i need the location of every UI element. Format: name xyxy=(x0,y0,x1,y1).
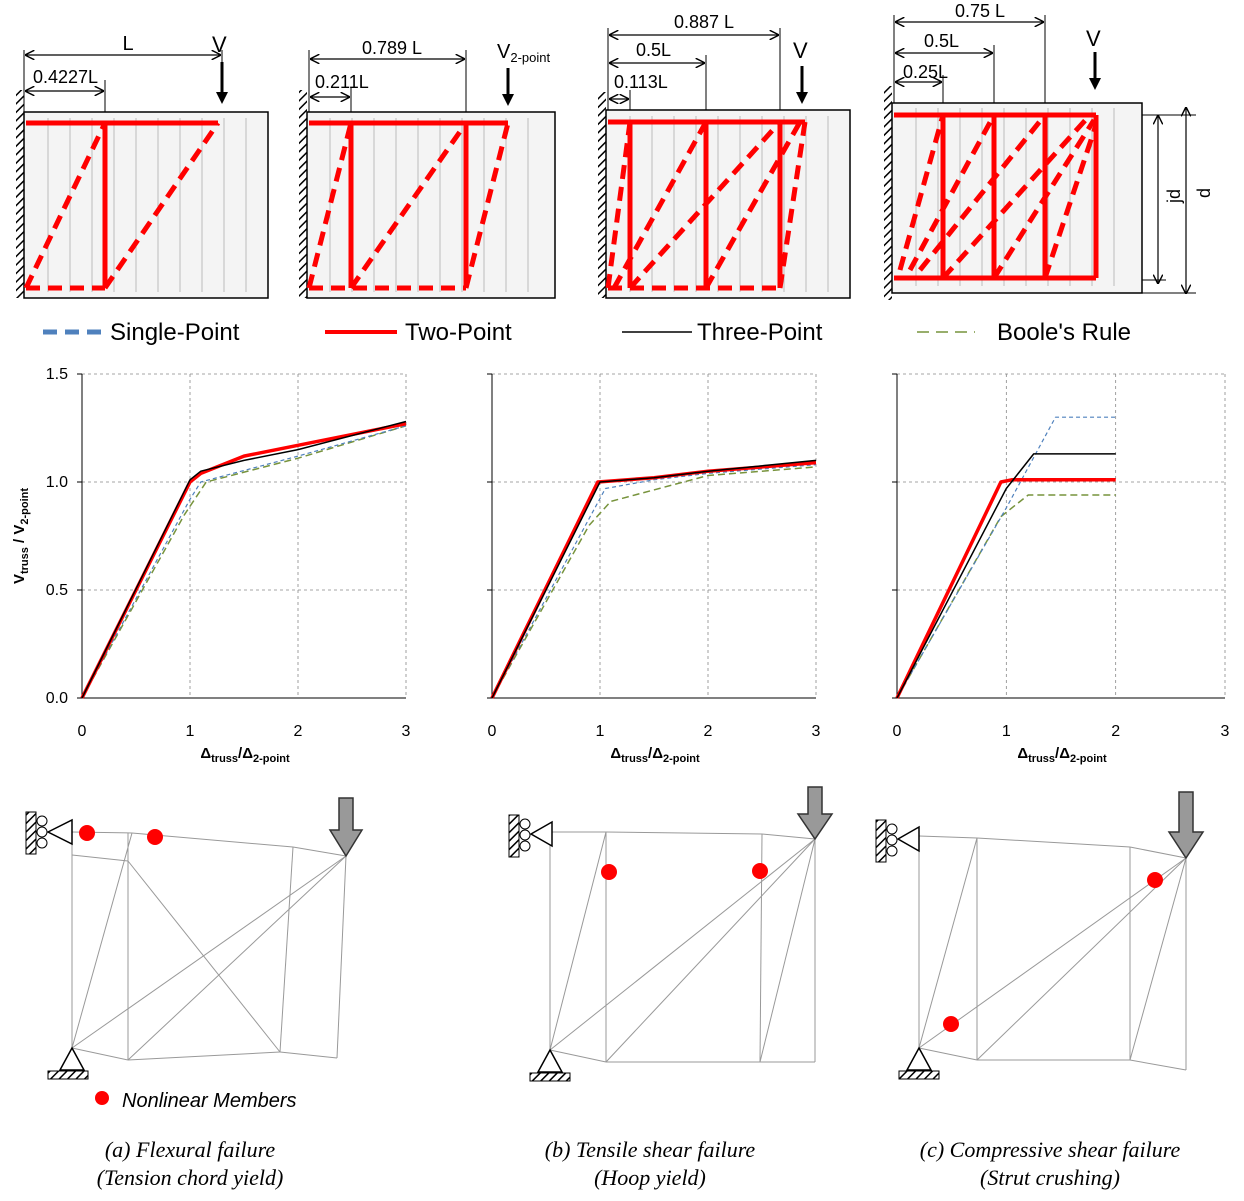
dim-label: 0.5L xyxy=(924,31,959,51)
dim-label: L xyxy=(122,33,133,55)
y-tick-label: 0.5 xyxy=(46,582,68,599)
fixed-support xyxy=(299,90,307,298)
dim-label: 0.25L xyxy=(903,62,948,82)
legend-label: Single-Point xyxy=(110,319,240,346)
series-line-single-point xyxy=(896,416,1116,699)
series-line-two-point xyxy=(490,460,817,699)
series-line-three-point xyxy=(896,453,1116,699)
y-tick-label: 0.0 xyxy=(46,690,68,707)
beam-diagram-2: 0.789 L 0.211L V2-point xyxy=(299,38,556,299)
caption-b-line1: (b) Tensile shear failure xyxy=(545,1137,756,1162)
chart-b: 0 1 2 3 xyxy=(487,373,821,740)
truss-model xyxy=(894,112,1099,281)
roller-support-icon xyxy=(25,811,920,863)
truss-model-a xyxy=(71,831,347,1061)
x-tick-label: 2 xyxy=(294,723,303,740)
truss-model-c xyxy=(918,835,1187,1071)
caption-b-line2: (Hoop yield) xyxy=(594,1165,706,1190)
d-label: d xyxy=(1194,188,1214,198)
dim-label: 0.113L xyxy=(614,72,668,92)
nonlinear-member-markers xyxy=(79,825,1163,1032)
truss-model xyxy=(306,120,511,291)
x-tick-label: 3 xyxy=(812,723,821,740)
load-label: V2-point xyxy=(497,41,550,65)
y-axis-label: Vtruss / V2-point xyxy=(11,488,31,584)
legend: Single-Point Two-Point Three-Point Boole… xyxy=(43,319,1131,346)
nonlinear-legend-label: Nonlinear Members xyxy=(122,1090,297,1112)
x-tick-label: 3 xyxy=(402,723,411,740)
series-line-three-point xyxy=(491,459,817,699)
x-tick-label: 3 xyxy=(1221,723,1230,740)
jd-label: jd xyxy=(1164,189,1184,204)
x-tick-label: 1 xyxy=(596,723,605,740)
x-tick-label: 1 xyxy=(186,723,195,740)
legend-label: Three-Point xyxy=(697,319,823,346)
series-line-single-point xyxy=(81,425,407,699)
dim-label: 0.789 L xyxy=(362,38,422,58)
series-line-boole-s-rule xyxy=(896,494,1116,699)
dim-label: 0.5L xyxy=(636,40,671,60)
truss-model xyxy=(23,120,221,291)
beam-diagram-1: L 0.4227L V xyxy=(16,32,269,299)
beam-body xyxy=(23,111,269,299)
series-line-single-point xyxy=(491,464,817,699)
beam-body xyxy=(891,102,1143,294)
x-axis-label: Δtruss/Δ2-point xyxy=(1017,745,1107,765)
chart-a: 0 1 2 3 0.0 0.5 1.0 1.5 xyxy=(46,366,411,740)
x-axis-label: Δtruss/Δ2-point xyxy=(200,745,290,765)
series-line-three-point xyxy=(81,420,407,699)
load-label: V xyxy=(793,38,808,63)
caption-c-line1: (c) Compressive shear failure xyxy=(920,1137,1181,1162)
series-line-boole-s-rule xyxy=(491,466,817,699)
caption-c-line2: (Strut crushing) xyxy=(980,1165,1120,1190)
y-tick-label: 1.5 xyxy=(46,366,68,383)
series-line-boole-s-rule xyxy=(81,425,407,699)
load-label: V xyxy=(1086,26,1101,51)
x-tick-label: 2 xyxy=(704,723,713,740)
x-tick-label: 0 xyxy=(488,723,497,740)
series-line-two-point xyxy=(80,421,407,699)
fixed-support xyxy=(884,86,892,300)
series-line-two-point xyxy=(895,478,1116,699)
dim-label: 0.4227L xyxy=(33,67,98,87)
legend-label: Two-Point xyxy=(405,319,512,346)
truss-model xyxy=(605,119,808,291)
caption-a-line1: (a) Flexural failure xyxy=(105,1137,275,1162)
chart-c: 0 1 2 3 xyxy=(892,373,1230,740)
fixed-support xyxy=(16,90,24,298)
x-tick-label: 0 xyxy=(78,723,87,740)
beam-body xyxy=(306,111,556,299)
truss-model-b xyxy=(549,831,816,1063)
caption-a-line2: (Tension chord yield) xyxy=(97,1165,284,1190)
beam-diagram-3: 0.887 L 0.5L 0.113L V xyxy=(598,12,851,299)
dim-label: 0.887 L xyxy=(674,12,734,32)
x-tick-label: 2 xyxy=(1111,723,1120,740)
dim-label: 0.75 L xyxy=(955,1,1005,21)
x-tick-label: 1 xyxy=(1002,723,1011,740)
load-arrow-icon xyxy=(328,786,1205,860)
pin-support-icon xyxy=(47,1046,940,1082)
nonlinear-legend-marker xyxy=(95,1091,109,1105)
x-axis-label: Δtruss/Δ2-point xyxy=(610,745,700,765)
y-tick-label: 1.0 xyxy=(46,474,68,491)
fixed-support xyxy=(598,92,606,298)
load-label: V xyxy=(212,32,227,57)
x-tick-label: 0 xyxy=(893,723,902,740)
beam-body xyxy=(605,109,851,299)
legend-label: Boole's Rule xyxy=(997,319,1131,346)
beam-diagram-4: 0.75 L 0.5L 0.25L V jd d xyxy=(884,1,1214,300)
dim-label: 0.211L xyxy=(315,72,369,92)
